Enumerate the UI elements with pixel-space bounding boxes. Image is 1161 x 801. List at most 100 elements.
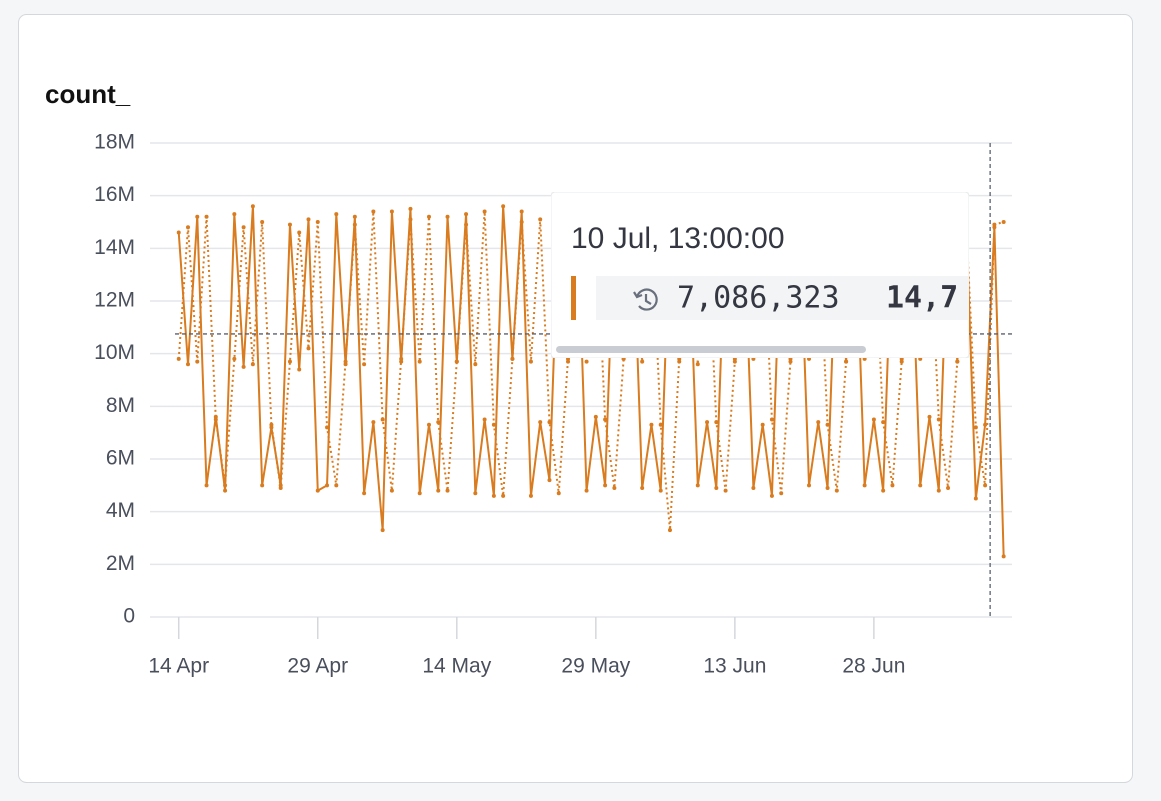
point xyxy=(528,493,533,498)
point xyxy=(445,214,450,219)
point xyxy=(306,217,311,222)
point xyxy=(287,222,292,227)
point xyxy=(649,422,654,427)
point xyxy=(1001,220,1006,224)
point xyxy=(695,362,700,367)
point xyxy=(890,483,895,488)
point xyxy=(519,209,524,214)
tooltip-second-value: 14,7 xyxy=(886,281,958,316)
point xyxy=(973,425,978,430)
point xyxy=(269,422,274,427)
point xyxy=(186,362,191,367)
point xyxy=(788,359,793,364)
point xyxy=(315,488,320,493)
tooltip-box xyxy=(551,192,969,358)
point xyxy=(297,230,302,235)
point xyxy=(232,212,237,217)
x-tick-label: 14 Apr xyxy=(148,655,209,678)
x-tick-label: 29 Apr xyxy=(287,655,348,678)
point xyxy=(204,483,209,488)
point xyxy=(343,359,348,364)
y-tick-label: 18M xyxy=(94,131,135,154)
point xyxy=(714,420,719,425)
point xyxy=(260,483,265,488)
point xyxy=(232,356,237,361)
point xyxy=(464,212,469,217)
point xyxy=(593,414,598,419)
tooltip-title: 10 Jul, 13:00:00 xyxy=(571,222,785,255)
x-tick-label: 28 Jun xyxy=(842,655,905,678)
point xyxy=(195,214,200,219)
point xyxy=(325,483,330,488)
point xyxy=(454,359,459,364)
point xyxy=(501,493,506,498)
point xyxy=(1001,554,1006,559)
point xyxy=(297,367,302,372)
point xyxy=(501,204,506,209)
point xyxy=(918,483,923,488)
y-tick-label: 8M xyxy=(106,394,135,417)
point xyxy=(899,359,904,364)
point xyxy=(603,417,608,422)
point xyxy=(380,528,385,533)
y-tick-label: 4M xyxy=(106,499,135,522)
point xyxy=(695,483,700,488)
point xyxy=(306,346,311,351)
point xyxy=(352,222,357,227)
chart-title: count_ xyxy=(45,79,131,109)
point xyxy=(844,359,849,364)
series-line xyxy=(177,205,1005,557)
point xyxy=(315,220,320,224)
point xyxy=(362,491,367,496)
point xyxy=(807,483,812,488)
point xyxy=(186,225,191,230)
point xyxy=(278,485,283,490)
point xyxy=(881,420,886,425)
point xyxy=(195,359,200,364)
point xyxy=(250,204,255,209)
point xyxy=(482,209,487,214)
point xyxy=(176,230,181,235)
point xyxy=(408,206,413,211)
point xyxy=(223,488,228,493)
point xyxy=(658,422,663,427)
point xyxy=(862,483,867,488)
point xyxy=(260,220,265,224)
point xyxy=(881,488,886,493)
point xyxy=(436,488,441,493)
point xyxy=(519,220,524,224)
y-tick-label: 12M xyxy=(94,289,135,312)
point xyxy=(547,478,552,483)
y-tick-label: 0 xyxy=(123,605,135,628)
point xyxy=(584,359,589,364)
y-tick-label: 2M xyxy=(106,552,135,575)
point xyxy=(834,488,839,493)
point xyxy=(436,420,441,425)
x-tick-label: 13 Jun xyxy=(703,655,766,678)
tooltip: 10 Jul, 13:00:00 7,086,323 14,7 xyxy=(551,192,969,358)
point xyxy=(287,359,292,364)
point xyxy=(714,485,719,490)
point xyxy=(482,417,487,422)
x-tick-label: 14 May xyxy=(422,655,491,678)
point xyxy=(816,420,821,425)
point xyxy=(936,417,941,422)
point xyxy=(528,359,533,364)
point xyxy=(408,217,413,222)
history-icon xyxy=(633,288,658,311)
point xyxy=(204,214,209,219)
point xyxy=(927,414,932,419)
point xyxy=(417,491,422,496)
y-tick-label: 16M xyxy=(94,183,135,206)
point xyxy=(389,488,394,493)
point xyxy=(871,417,876,422)
point xyxy=(603,483,608,488)
point xyxy=(538,420,543,425)
point xyxy=(640,359,645,364)
point xyxy=(510,356,515,361)
point xyxy=(825,485,830,490)
point xyxy=(241,225,246,230)
point xyxy=(667,528,672,533)
point xyxy=(612,485,617,490)
